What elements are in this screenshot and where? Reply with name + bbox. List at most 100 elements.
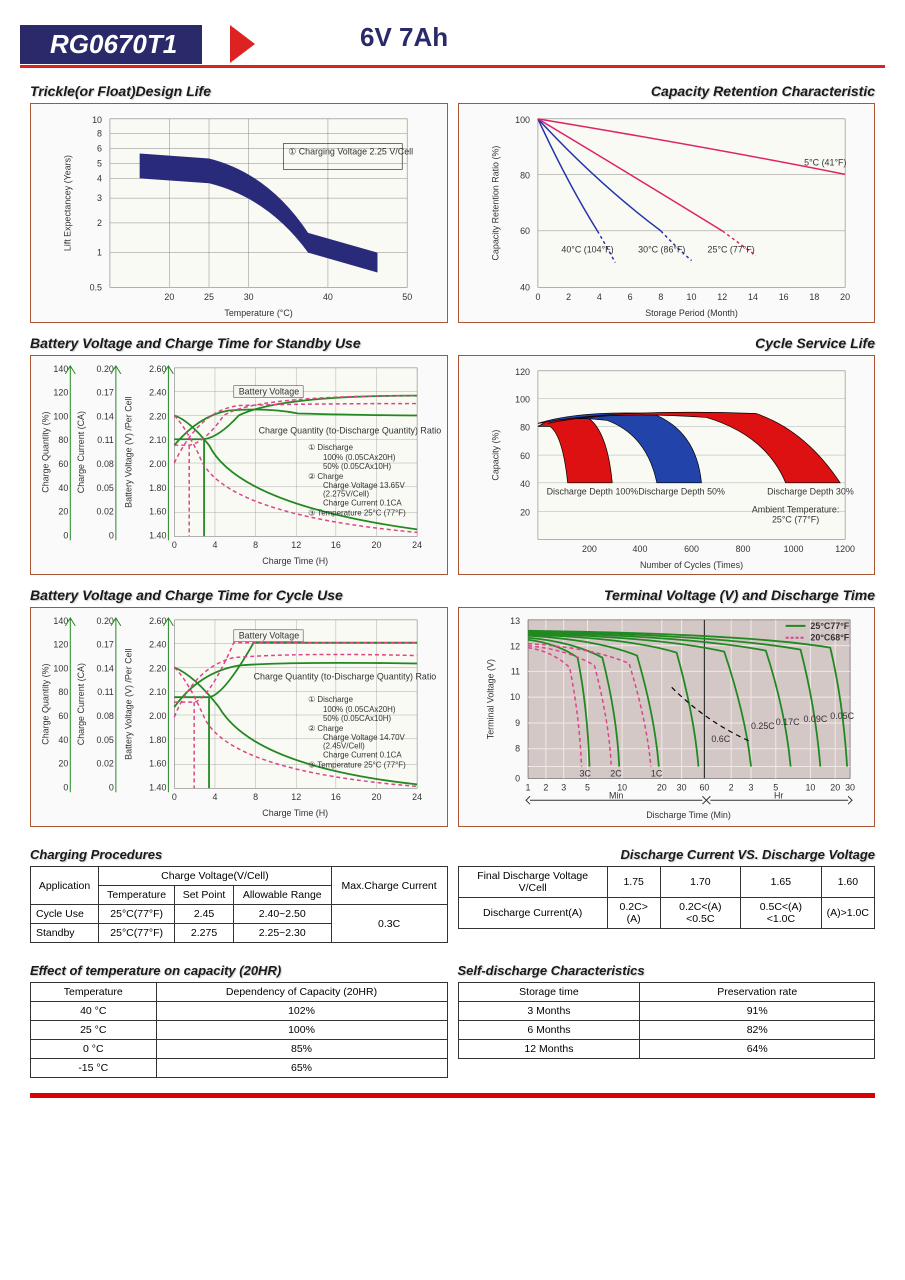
svg-text:60: 60: [58, 459, 68, 469]
svg-text:14: 14: [747, 292, 757, 302]
svg-text:2: 2: [566, 292, 571, 302]
svg-text:40: 40: [58, 483, 68, 493]
cycle-title: Battery Voltage and Charge Time for Cycl…: [30, 587, 448, 603]
svg-text:60: 60: [520, 226, 530, 236]
svg-text:120: 120: [53, 640, 68, 650]
svg-text:2C: 2C: [610, 768, 622, 778]
svg-text:1200: 1200: [835, 544, 855, 554]
svg-text:① Discharge: ① Discharge: [308, 695, 353, 704]
svg-text:Discharge Depth 50%: Discharge Depth 50%: [638, 487, 725, 497]
svg-text:40°C (104°F): 40°C (104°F): [561, 245, 613, 255]
svg-text:40: 40: [520, 479, 530, 489]
standby-section: Battery Voltage and Charge Time for Stan…: [30, 335, 448, 575]
svg-text:12: 12: [510, 642, 520, 652]
svg-text:2: 2: [543, 782, 548, 792]
svg-text:20: 20: [58, 507, 68, 517]
svg-text:(2.275V/Cell): (2.275V/Cell): [323, 490, 370, 499]
svg-text:Charge Quantity (to-Discharge: Charge Quantity (to-Discharge Quantity) …: [259, 425, 442, 435]
charts-grid: Trickle(or Float)Design Life: [30, 83, 875, 827]
td-12mo-rate: 64%: [640, 1040, 875, 1059]
svg-text:(2.45V/Cell): (2.45V/Cell): [323, 742, 365, 751]
standby-chart: Battery Voltage Charge Quantity (to-Disc…: [30, 355, 448, 575]
svg-text:5°C (41°F): 5°C (41°F): [804, 157, 846, 167]
svg-text:11: 11: [510, 666, 519, 676]
svg-text:8: 8: [658, 292, 663, 302]
svg-text:2: 2: [728, 782, 733, 792]
svg-text:30°C (86°F): 30°C (86°F): [638, 245, 685, 255]
svg-text:Min: Min: [609, 790, 623, 800]
svg-text:Charge Voltage 14.70V: Charge Voltage 14.70V: [323, 733, 405, 742]
svg-text:Discharge Time (Min): Discharge Time (Min): [646, 810, 731, 820]
svg-text:80: 80: [520, 170, 530, 180]
th-set-point: Set Point: [175, 886, 233, 905]
svg-text:9: 9: [515, 718, 520, 728]
th-temperature: Temperature: [99, 886, 175, 905]
svg-text:0.05: 0.05: [97, 483, 114, 493]
svg-text:0: 0: [109, 782, 114, 792]
svg-text:25°C (77°F): 25°C (77°F): [707, 245, 754, 255]
svg-text:Capacity (%): Capacity (%): [490, 430, 500, 481]
svg-text:Charge Current (CA): Charge Current (CA): [76, 411, 86, 493]
header-bar: RG0670T1 6V 7Ah: [30, 20, 875, 68]
svg-text:0.5: 0.5: [90, 282, 102, 292]
svg-text:40: 40: [520, 282, 530, 292]
svg-text:20: 20: [58, 759, 68, 769]
selfdis-table: Storage time Preservation rate 3 Months9…: [458, 982, 876, 1059]
th-preservation-rate: Preservation rate: [640, 983, 875, 1002]
svg-text:0.14: 0.14: [97, 411, 114, 421]
svg-text:120: 120: [53, 388, 68, 398]
svg-text:1.40: 1.40: [149, 782, 166, 792]
svg-text:0.17C: 0.17C: [775, 717, 799, 727]
svg-text:80: 80: [58, 687, 68, 697]
th-final-voltage: Final Discharge Voltage V/Cell: [458, 867, 607, 898]
td-c2: 0.2C<(A)<0.5C: [660, 898, 741, 929]
svg-text:16: 16: [331, 540, 341, 550]
th-allowable-range: Allowable Range: [233, 886, 331, 905]
tempeffect-title: Effect of temperature on capacity (20HR): [30, 963, 448, 978]
svg-text:Battery Voltage: Battery Voltage: [239, 387, 299, 397]
svg-text:3: 3: [748, 782, 753, 792]
svg-text:8: 8: [253, 792, 258, 802]
svg-text:3: 3: [561, 782, 566, 792]
td-0c-cap: 85%: [156, 1040, 447, 1059]
svg-text:0.02: 0.02: [97, 507, 114, 517]
svg-text:Charge Quantity (%): Charge Quantity (%): [40, 663, 50, 744]
charging-table: Application Charge Voltage(V/Cell) Max.C…: [30, 866, 448, 943]
th-max-current: Max.Charge Current: [331, 867, 447, 905]
svg-text:4: 4: [212, 540, 217, 550]
svg-text:50: 50: [402, 292, 412, 302]
svg-text:③ Temperature 25°C (77°F): ③ Temperature 25°C (77°F): [308, 509, 406, 518]
svg-text:6: 6: [97, 144, 102, 154]
svg-text:8: 8: [253, 540, 258, 550]
svg-text:30: 30: [845, 782, 855, 792]
svg-text:0.08: 0.08: [97, 459, 114, 469]
svg-text:30: 30: [676, 782, 686, 792]
svg-text:0: 0: [515, 773, 520, 783]
svg-text:100% (0.05CAx20H): 100% (0.05CAx20H): [323, 453, 396, 462]
svg-text:Charge Time (H): Charge Time (H): [262, 808, 328, 818]
td-cycle-ar: 2.40~2.50: [233, 905, 331, 924]
svg-text:60: 60: [699, 782, 709, 792]
svg-text:16: 16: [331, 792, 341, 802]
svg-text:100: 100: [515, 395, 530, 405]
trickle-ylabel: Lift Expectancey (Years): [62, 155, 72, 251]
svg-text:Battery Voltage: Battery Voltage: [239, 631, 299, 641]
svg-text:Charge Quantity (to-Discharge: Charge Quantity (to-Discharge Quantity) …: [254, 671, 437, 681]
td-c3: 0.5C<(A)<1.0C: [741, 898, 822, 929]
svg-text:6: 6: [627, 292, 632, 302]
svg-text:Charge Current 0.1CA: Charge Current 0.1CA: [323, 499, 402, 508]
svg-text:2: 2: [97, 218, 102, 228]
svg-text:1: 1: [97, 248, 102, 258]
svg-text:40: 40: [323, 292, 333, 302]
svg-text:25°C (77°F): 25°C (77°F): [771, 514, 818, 524]
svg-text:① Discharge: ① Discharge: [308, 443, 353, 452]
svg-text:20: 20: [840, 292, 850, 302]
svg-text:100: 100: [53, 411, 68, 421]
discharge-table: Final Discharge Voltage V/Cell 1.75 1.70…: [458, 866, 876, 929]
svg-text:0.17: 0.17: [97, 640, 114, 650]
svg-text:2.20: 2.20: [149, 411, 166, 421]
td-n15c-cap: 65%: [156, 1059, 447, 1078]
svg-text:24: 24: [412, 792, 422, 802]
selfdis-title: Self-discharge Characteristics: [458, 963, 876, 978]
td-40c: 40 °C: [31, 1002, 157, 1021]
